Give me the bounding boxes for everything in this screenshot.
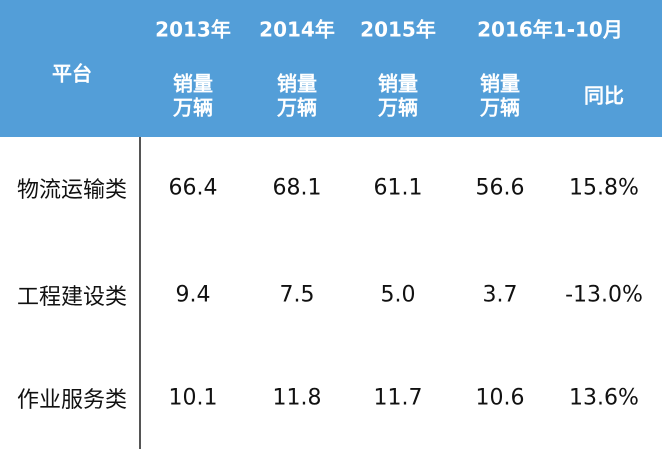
cell-value: 10.1 bbox=[168, 385, 218, 411]
row-label: 物流运输类 bbox=[16, 178, 128, 203]
unit-header: 万辆 bbox=[378, 95, 418, 120]
unit-header: 销量 bbox=[173, 71, 213, 96]
unit-header: 万辆 bbox=[277, 95, 317, 120]
unit-header: 万辆 bbox=[480, 95, 520, 120]
cell-value: 15.8% bbox=[569, 175, 639, 201]
row-label: 作业服务类 bbox=[16, 388, 128, 413]
platform-header: 平台 bbox=[52, 61, 92, 86]
period-header: 2015年 bbox=[360, 17, 436, 42]
cell-value: 5.0 bbox=[380, 282, 416, 308]
unit-header: 销量 bbox=[277, 71, 317, 96]
cell-value: 9.4 bbox=[175, 282, 211, 308]
cell-value: 11.7 bbox=[373, 385, 423, 411]
cell-value: 61.1 bbox=[373, 175, 423, 201]
column-divider bbox=[139, 137, 141, 449]
row-label: 工程建设类 bbox=[16, 285, 128, 310]
cell-value: 13.6% bbox=[569, 385, 639, 411]
yoy-header: 同比 bbox=[584, 83, 624, 108]
unit-header: 销量 bbox=[378, 71, 418, 96]
cell-value: 66.4 bbox=[168, 175, 218, 201]
unit-header: 销量 bbox=[480, 71, 520, 96]
cell-value: -13.0% bbox=[565, 282, 643, 308]
cell-value: 7.5 bbox=[279, 282, 315, 308]
period-header: 2013年 bbox=[155, 17, 231, 42]
cell-value: 11.8 bbox=[272, 385, 322, 411]
cell-value: 68.1 bbox=[272, 175, 322, 201]
header-band bbox=[0, 0, 662, 137]
cell-value: 56.6 bbox=[475, 175, 525, 201]
unit-header: 万辆 bbox=[173, 95, 213, 120]
period-header: 2014年 bbox=[259, 17, 335, 42]
cell-value: 3.7 bbox=[482, 282, 518, 308]
period-header: 2016年1-10月 bbox=[477, 17, 623, 42]
cell-value: 10.6 bbox=[475, 385, 525, 411]
